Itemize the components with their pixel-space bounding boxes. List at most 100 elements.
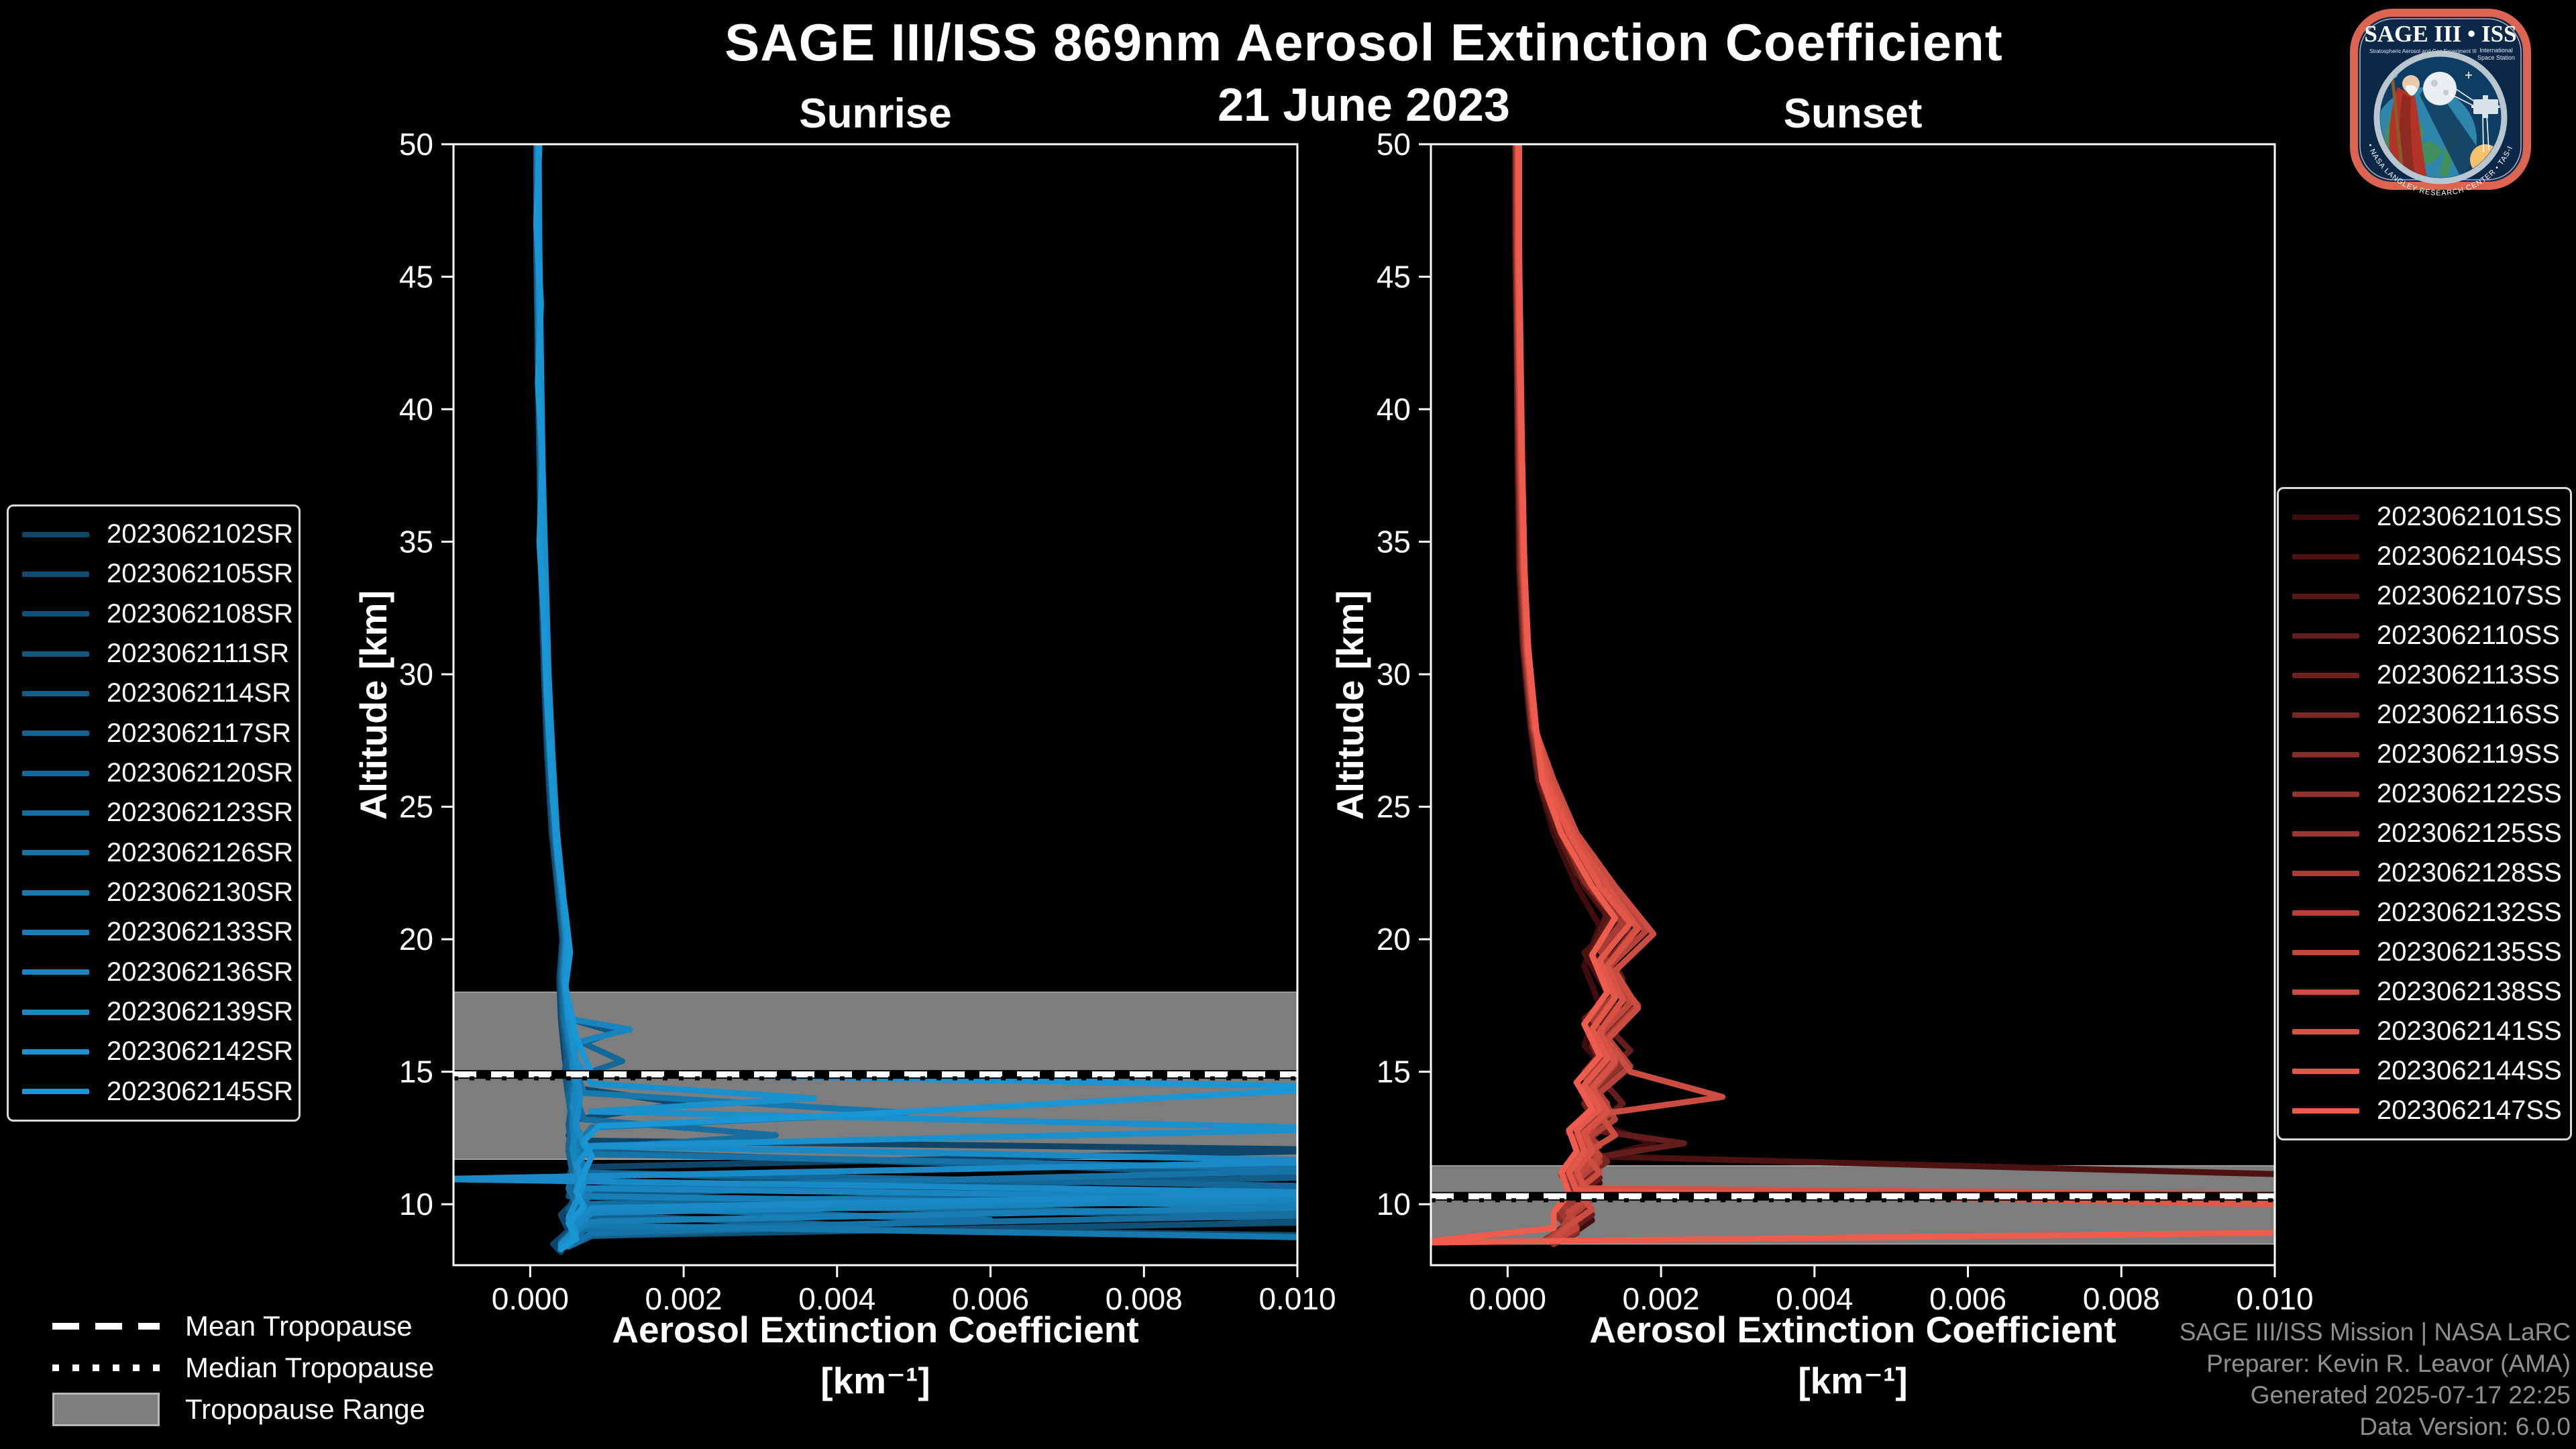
x-tick-label: 0.010 (2236, 1281, 2313, 1316)
series-line (535, 144, 1297, 1248)
legend-item-label: 2023062116SS (2377, 700, 2560, 729)
series-line (1512, 144, 2275, 1177)
x-tick-label: 0.004 (1776, 1281, 1853, 1316)
legend-color-swatch (22, 651, 89, 657)
series-line (533, 144, 1297, 1252)
preparer-credit: Preparer: Kevin R. Leavor (AMA) (2206, 1350, 2571, 1377)
sunset-series-legend: 2023062101SS 2023062104SS 2023062107SS 2023… (2277, 487, 2572, 1140)
dashed-line-swatch (52, 1323, 160, 1330)
sunset-y-axis-label: Altitude [km] (1329, 590, 1371, 820)
y-tick-label: 20 (399, 922, 433, 957)
legend-item-label: 2023062133SR (107, 917, 294, 947)
legend-item: 2023062128SS (2279, 853, 2570, 893)
legend-color-swatch (2292, 514, 2359, 520)
legend-item-label: 2023062113SS (2377, 660, 2560, 690)
legend-color-swatch (2292, 1068, 2359, 1074)
legend-item: 2023062145SR (9, 1072, 299, 1112)
legend-color-swatch (22, 1089, 89, 1095)
mission-logo: SAGE III • ISS Stratospheric Aerosol and… (2347, 2, 2531, 197)
x-tick-label: 0.002 (1623, 1281, 1700, 1316)
legend-item: 2023062133SR (9, 912, 299, 952)
legend-item-label: 2023062145SR (107, 1076, 294, 1106)
legend-color-swatch (22, 810, 89, 816)
x-tick-label: 0.006 (1929, 1281, 2006, 1316)
legend-item-label: 2023062126SR (107, 837, 294, 867)
legend-color-swatch (22, 929, 89, 935)
legend-item: 2023062135SS (2279, 932, 2570, 972)
y-tick-label: 45 (399, 260, 433, 294)
sunrise-y-axis-label: Altitude [km] (352, 590, 394, 820)
legend-color-swatch (2292, 553, 2359, 559)
sunset-subtitle: Sunset (1783, 91, 1923, 137)
legend-item: 2023062141SS (2279, 1012, 2570, 1051)
date-label: 21 June 2023 (1218, 78, 1510, 131)
legend-color-swatch (22, 531, 89, 537)
moon-crater-2 (2443, 90, 2449, 95)
plot-border (452, 143, 1299, 1267)
legend-item-label: 2023062120SR (107, 758, 294, 788)
legend-color-swatch (2292, 870, 2359, 876)
y-tick-label: 25 (1377, 790, 1411, 824)
sunrise-x-axis-label: Aerosol Extinction Coefficient (612, 1309, 1139, 1350)
median-tropopause-label: Median Tropopause (185, 1352, 435, 1383)
page-title: SAGE III/ISS 869nm Aerosol Extinction Co… (724, 13, 2003, 72)
sunrise-plot: 0.000 0.002 0.004 0.006 0.008 0.010 50 45 40 35 30… (399, 127, 1336, 1316)
legend-item-label: 2023062102SR (107, 519, 294, 549)
legend-color-swatch (2292, 712, 2359, 718)
legend-color-swatch (22, 969, 89, 975)
legend-color-swatch (2292, 593, 2359, 599)
y-tick-label: 10 (1377, 1187, 1411, 1222)
plot-area (1431, 144, 2275, 1247)
legend-item-label: 2023062117SR (107, 718, 292, 748)
y-tick-label: 40 (1377, 392, 1411, 427)
plot-border (1430, 143, 2276, 1267)
mean-tropopause-label: Mean Tropopause (185, 1310, 413, 1342)
legend-item-label: 2023062130SR (107, 877, 294, 908)
x-tick-label: 0.000 (1469, 1281, 1546, 1316)
legend-item-label: 2023062144SS (2377, 1056, 2562, 1085)
median-tropopause-legend-item: Median Tropopause (52, 1347, 434, 1389)
x-tick-label: 0.008 (2083, 1281, 2160, 1316)
legend-item-label: 2023062107SS (2377, 581, 2562, 610)
attribution-block: SAGE III/ISS Mission | NASA LaRC Prepare… (2180, 1316, 2571, 1442)
logo-subtitle-left: Stratospheric Aerosol and Gas Experiment… (2369, 48, 2477, 54)
legend-color-swatch (22, 690, 89, 696)
legend-item-label: 2023062147SS (2377, 1095, 2562, 1125)
legend-item-label: 2023062136SR (107, 957, 294, 987)
legend-color-swatch (2292, 633, 2359, 639)
legend-item: 2023062122SS (2279, 774, 2570, 814)
x-tick-label: 0.008 (1106, 1281, 1183, 1316)
legend-color-swatch (22, 611, 89, 617)
legend-item: 2023062116SS (2279, 695, 2570, 735)
legend-item-label: 2023062125SS (2377, 818, 2562, 848)
legend-color-swatch (2292, 672, 2359, 678)
sunset-x-axis-unit: [km⁻¹] (1798, 1360, 1908, 1401)
legend-item-label: 2023062135SS (2377, 937, 2562, 967)
legend-item-label: 2023062105SR (107, 559, 294, 589)
sunset-x-axis-label: Aerosol Extinction Coefficient (1589, 1309, 2116, 1350)
legend-item: 2023062132SS (2279, 893, 2570, 932)
sunrise-x-axis-unit: [km⁻¹] (820, 1360, 930, 1401)
legend-color-swatch (22, 731, 89, 737)
tropopause-range-legend-item: Tropopause Range (52, 1389, 434, 1430)
legend-item-label: 2023062101SS (2377, 502, 2562, 531)
legend-item: 2023062108SR (9, 594, 299, 634)
dotted-line-swatch (52, 1364, 160, 1371)
legend-item: 2023062142SR (9, 1032, 299, 1071)
mean-tropopause-legend-item: Mean Tropopause (52, 1305, 434, 1347)
y-tick-label: 10 (399, 1187, 433, 1222)
legend-item: 2023062126SR (9, 833, 299, 873)
tropopause-range-label: Tropopause Range (185, 1393, 426, 1425)
x-tick-label: 0.000 (492, 1281, 569, 1316)
legend-color-swatch (22, 1009, 89, 1015)
legend-item: 2023062105SR (9, 554, 299, 594)
y-tick-label: 50 (399, 127, 433, 162)
legend-item-label: 2023062110SS (2377, 621, 2560, 650)
legend-item: 2023062119SS (2279, 735, 2570, 774)
legend-color-swatch (2292, 791, 2359, 797)
x-tick-label: 0.006 (952, 1281, 1029, 1316)
plot-area (453, 144, 1297, 1255)
legend-item-label: 2023062142SR (107, 1036, 294, 1067)
legend-item-label: 2023062111SR (107, 639, 290, 669)
legend-item: 2023062107SS (2279, 576, 2570, 616)
